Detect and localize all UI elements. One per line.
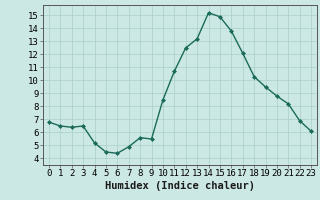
X-axis label: Humidex (Indice chaleur): Humidex (Indice chaleur) [105, 181, 255, 191]
